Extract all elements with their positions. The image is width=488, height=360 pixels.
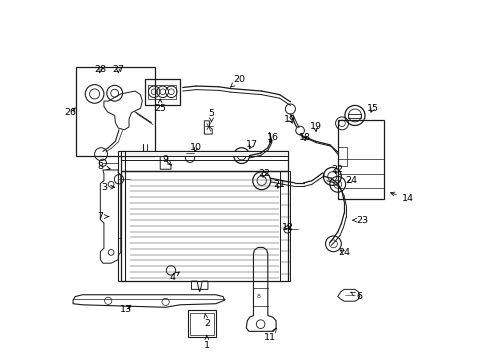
Text: 2: 2 (203, 314, 209, 328)
Text: 15: 15 (366, 104, 378, 113)
Text: 7: 7 (97, 212, 109, 221)
Bar (337, 147, 346, 166)
Bar (337, 121, 383, 199)
Text: 1: 1 (203, 336, 209, 350)
Text: 9: 9 (162, 155, 171, 165)
Bar (190, 313, 213, 335)
Text: 17: 17 (245, 140, 257, 149)
Bar (348, 114, 361, 118)
Bar (144, 78, 180, 105)
Bar (76, 67, 155, 156)
Text: 24: 24 (338, 248, 349, 257)
Text: 4: 4 (169, 272, 179, 282)
Bar (121, 151, 287, 156)
Text: 12: 12 (281, 223, 293, 232)
Bar (121, 171, 287, 281)
Bar (187, 310, 215, 337)
Text: 28: 28 (94, 65, 106, 74)
Text: 18: 18 (298, 133, 310, 142)
Text: 16: 16 (266, 133, 279, 142)
Text: 23: 23 (352, 216, 367, 225)
Text: 3: 3 (101, 183, 114, 192)
Text: 10: 10 (190, 143, 202, 152)
Bar (118, 151, 124, 281)
Bar (148, 85, 176, 99)
Text: 14: 14 (390, 192, 413, 203)
Text: 13: 13 (120, 305, 132, 314)
Text: 8: 8 (97, 162, 110, 171)
Text: 19: 19 (284, 115, 296, 124)
Text: 21: 21 (273, 180, 285, 189)
Bar (121, 151, 287, 171)
Text: 11: 11 (263, 328, 276, 342)
Text: 22: 22 (258, 169, 270, 178)
Text: 24: 24 (345, 176, 357, 185)
Text: 8: 8 (256, 294, 260, 299)
Text: 27: 27 (112, 65, 124, 74)
Text: 22: 22 (331, 166, 343, 175)
Text: 20: 20 (230, 75, 244, 87)
Bar (279, 171, 289, 281)
Text: 25: 25 (154, 99, 166, 113)
Text: 19: 19 (309, 122, 321, 131)
Text: 26: 26 (64, 108, 77, 117)
Text: 6: 6 (350, 292, 362, 301)
Text: 5: 5 (208, 109, 214, 122)
